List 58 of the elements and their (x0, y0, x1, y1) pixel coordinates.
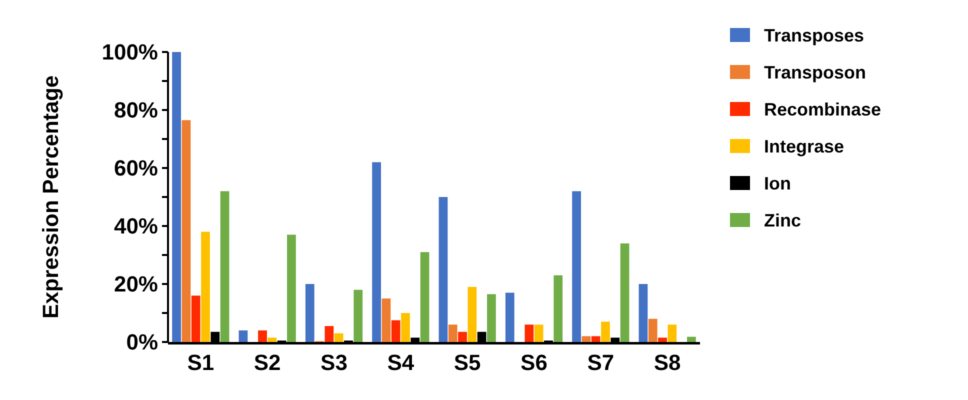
bar (658, 338, 667, 342)
x-tick-label: S7 (587, 350, 614, 375)
bar (182, 120, 191, 342)
bar (591, 336, 600, 342)
x-tick-label: S3 (320, 350, 348, 375)
y-tick-label: 60% (114, 156, 158, 181)
bar (572, 191, 581, 342)
bar (582, 336, 591, 342)
legend-label: Transposon (764, 62, 866, 82)
x-tick-label: S2 (254, 350, 281, 375)
bar (524, 324, 534, 342)
y-tick-label: 0% (126, 330, 158, 355)
x-tick-label: S1 (187, 350, 214, 375)
bar (172, 52, 181, 342)
bar (382, 298, 391, 342)
bar (638, 284, 648, 342)
bar (324, 326, 334, 342)
bar (238, 330, 248, 342)
bar (554, 275, 563, 342)
bar (668, 324, 677, 342)
y-tick-label: 100% (102, 40, 158, 65)
x-tick-label: S6 (520, 350, 548, 375)
bar (305, 284, 314, 342)
y-tick-label: 40% (114, 214, 158, 239)
y-axis-title: Expression Percentage (38, 75, 63, 319)
x-tick-label: S8 (654, 350, 681, 375)
bar (201, 232, 210, 342)
bar (334, 333, 344, 342)
bar (505, 292, 514, 342)
bar (258, 330, 267, 342)
bar (220, 191, 230, 342)
bar (458, 332, 467, 342)
bar (601, 322, 610, 342)
bar (372, 162, 381, 342)
x-tick-label: S4 (387, 350, 415, 375)
bar (191, 296, 200, 342)
bar (534, 324, 544, 342)
bar (648, 318, 658, 342)
bar (354, 290, 363, 342)
legend-label: Transposes (764, 25, 864, 46)
bar (391, 320, 400, 342)
bar (687, 336, 696, 342)
bar (448, 324, 458, 342)
legend-label: Recombinase (764, 99, 882, 120)
legend-label: Ion (764, 173, 791, 194)
bar (420, 252, 430, 342)
bar (468, 286, 477, 342)
x-tick-label: S5 (454, 350, 481, 375)
bar (620, 243, 630, 342)
y-tick-label: 20% (114, 272, 158, 297)
bar (438, 197, 448, 342)
bar (487, 294, 496, 342)
y-tick-label: 80% (114, 98, 158, 123)
bar (287, 234, 296, 342)
legend-label: Zinc (764, 210, 802, 230)
bar (268, 338, 277, 342)
legend-label: Integrase (764, 136, 844, 156)
bar (401, 313, 410, 342)
